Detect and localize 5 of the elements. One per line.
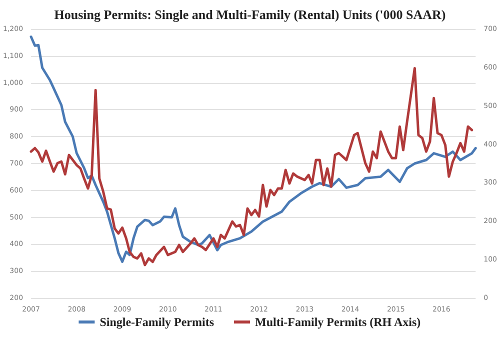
chart-title: Housing Permits: Single and Multi-Family (Rental) Units ('000 SAAR) xyxy=(54,7,446,22)
legend-label: Multi-Family Permits (RH Axis) xyxy=(255,315,421,329)
line-series xyxy=(30,36,477,263)
legend-label: Single-Family Permits xyxy=(100,315,214,329)
line-series xyxy=(30,66,474,266)
